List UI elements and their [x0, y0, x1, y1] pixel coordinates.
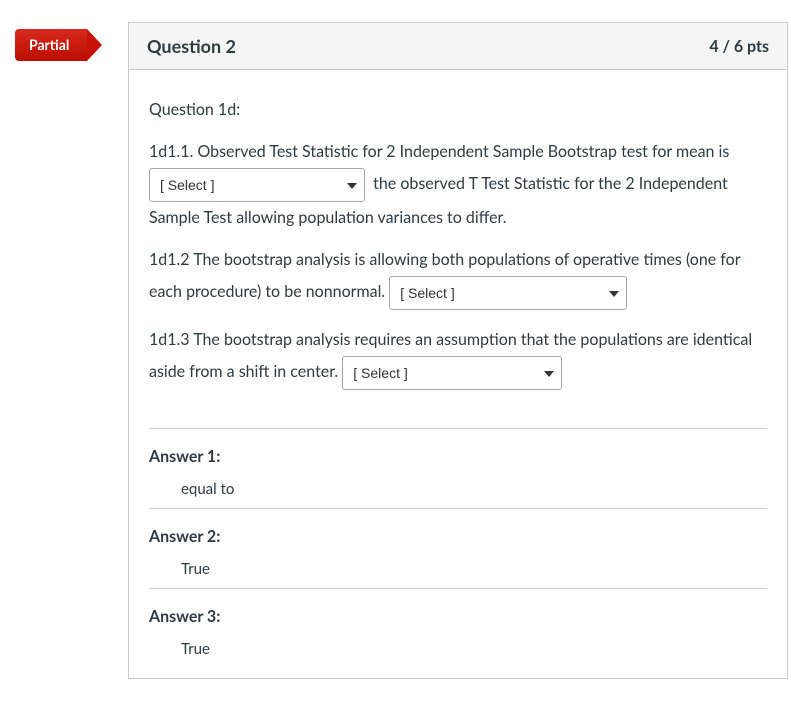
question-title: Question 2 [147, 35, 236, 57]
answer-value: True [149, 560, 767, 578]
select-1[interactable]: [ Select ] [149, 168, 365, 202]
select-3-wrap: [ Select ] [342, 354, 566, 392]
answer-label: Answer 2: [149, 527, 767, 546]
answer-value: equal to [149, 480, 767, 498]
answer-label: Answer 3: [149, 607, 767, 626]
select-3[interactable]: [ Select ] [342, 356, 562, 390]
answer-block: Answer 3: True [149, 588, 767, 668]
part1-pre-text: 1d1.1. Observed Test Statistic for 2 Ind… [149, 142, 729, 161]
answer-block: Answer 1: equal to [149, 428, 767, 508]
question-points: 4 / 6 pts [709, 37, 769, 56]
question-part-1: 1d1.1. Observed Test Statistic for 2 Ind… [149, 138, 767, 232]
answer-block: Answer 2: True [149, 508, 767, 588]
answer-value: True [149, 640, 767, 658]
question-card: Question 2 4 / 6 pts Question 1d: 1d1.1.… [128, 22, 788, 679]
select-2[interactable]: [ Select ] [389, 276, 627, 310]
select-2-wrap: [ Select ] [389, 274, 631, 312]
question-part-3: 1d1.3 The bootstrap analysis requires an… [149, 326, 767, 392]
grade-badge: Partial [15, 29, 87, 61]
question-header: Question 2 4 / 6 pts [129, 23, 787, 70]
answers-section: Answer 1: equal to Answer 2: True Answer… [149, 428, 767, 668]
question-body: Question 1d: 1d1.1. Observed Test Statis… [129, 70, 787, 678]
select-1-wrap: [ Select ] [149, 166, 369, 204]
question-part-2: 1d1.2 The bootstrap analysis is allowing… [149, 246, 767, 312]
question-intro: Question 1d: [149, 96, 767, 124]
answer-label: Answer 1: [149, 447, 767, 466]
